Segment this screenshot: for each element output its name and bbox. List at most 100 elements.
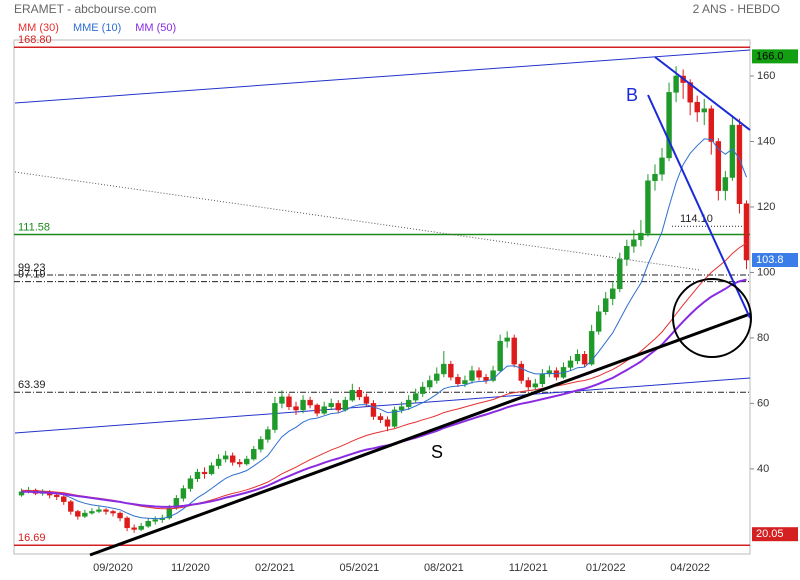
candle-body (103, 509, 109, 512)
moving-average-line (21, 278, 747, 508)
candle-body (497, 340, 503, 371)
candle-body (617, 259, 623, 290)
y-tick-label: 80 (757, 332, 769, 344)
candle-body (469, 370, 475, 381)
candle-body (194, 471, 201, 479)
level-label: 63.39 (18, 379, 46, 391)
candle-body (265, 429, 271, 440)
candle-body (391, 409, 398, 427)
candle-body (588, 331, 595, 365)
candle-body (117, 512, 123, 519)
chart-subtitle: 2 ANS - HEBDO (693, 2, 780, 16)
candle-body (314, 404, 320, 414)
candle-body (624, 246, 630, 260)
annotation: S (431, 442, 443, 462)
candle-body (145, 521, 151, 527)
candle-body (455, 376, 461, 385)
candle-body (708, 108, 715, 142)
candle-body (53, 494, 60, 497)
candle-body (427, 380, 433, 388)
candle-body (272, 403, 278, 430)
level-label: 114.10 (680, 213, 713, 225)
candle-body (286, 396, 292, 407)
annotation: B (626, 85, 638, 105)
candle-body (82, 512, 88, 517)
plot-frame (13, 39, 751, 555)
candle-body (525, 380, 532, 388)
x-tick-label: 05/2021 (339, 562, 379, 574)
candle-body (384, 419, 391, 427)
price-label-box (752, 527, 798, 542)
candle-body (490, 370, 496, 381)
dotted-trend-line (14, 171, 701, 271)
candle-body (236, 462, 243, 465)
y-tick-label: 140 (757, 135, 775, 147)
candle-body (215, 458, 222, 466)
candle-body (363, 396, 370, 404)
candle-body (673, 75, 679, 93)
level-label: 111.58 (18, 221, 50, 233)
candle-body (180, 488, 187, 499)
candle-body (476, 370, 482, 378)
candle-body (419, 386, 426, 394)
candle-body (293, 406, 299, 411)
candle-body (377, 416, 384, 421)
candle-body (96, 509, 102, 512)
wedge-line (654, 56, 751, 131)
candle-body (659, 157, 665, 175)
candle-body (244, 458, 250, 465)
chart-title: ERAMET - abcbourse.com (14, 2, 157, 16)
candle-body (504, 337, 510, 342)
candle-body (722, 177, 729, 191)
x-tick-label: 11/2020 (171, 562, 210, 574)
candle-body (546, 370, 553, 375)
price-label: 166.0 (756, 50, 784, 62)
candle-body (131, 527, 137, 530)
candle-body (342, 399, 349, 411)
y-tick-label: 100 (757, 266, 775, 278)
support-line (89, 312, 751, 557)
candle-body (610, 288, 616, 299)
candle-body (300, 399, 306, 411)
x-tick-label: 04/2022 (670, 562, 710, 574)
candle-body (687, 82, 693, 103)
moving-average-line (21, 138, 747, 520)
legend-entry: MME (10) (73, 22, 121, 34)
level-label: 168.80 (18, 34, 52, 46)
candle-body (511, 337, 517, 365)
wedge-line (647, 94, 751, 319)
x-tick-label: 02/2021 (255, 562, 295, 574)
candle-body (462, 380, 468, 385)
candle-body (152, 519, 158, 522)
candle-body (398, 406, 405, 411)
legend-entry: MM (30) (18, 22, 59, 34)
candle-body (349, 390, 356, 401)
candle-body (743, 203, 750, 261)
moving-average-line (21, 242, 747, 510)
candle-body (222, 455, 229, 460)
x-tick-label: 08/2021 (424, 562, 464, 574)
candle-body (307, 399, 313, 406)
candle-body (208, 465, 215, 475)
price-label-box (752, 253, 798, 268)
candle-body (75, 511, 81, 517)
y-tick-label: 160 (757, 70, 775, 82)
candle-body (258, 439, 264, 450)
candle-body (370, 403, 377, 417)
candle-body (335, 403, 341, 411)
price-label: 20.05 (756, 528, 784, 540)
y-tick-label: 60 (757, 397, 769, 409)
candle-body (701, 108, 707, 113)
candle-body (251, 448, 257, 460)
level-label: 99.23 (18, 262, 46, 274)
highlight-circle (672, 278, 752, 358)
candle-body (434, 373, 440, 381)
candle-body (356, 390, 363, 398)
candle-body (321, 406, 327, 414)
candle-body (539, 373, 546, 385)
candle-body (187, 478, 194, 489)
candle-body (532, 383, 539, 388)
y-tick-label: 40 (757, 463, 769, 475)
candle-body (652, 173, 658, 182)
